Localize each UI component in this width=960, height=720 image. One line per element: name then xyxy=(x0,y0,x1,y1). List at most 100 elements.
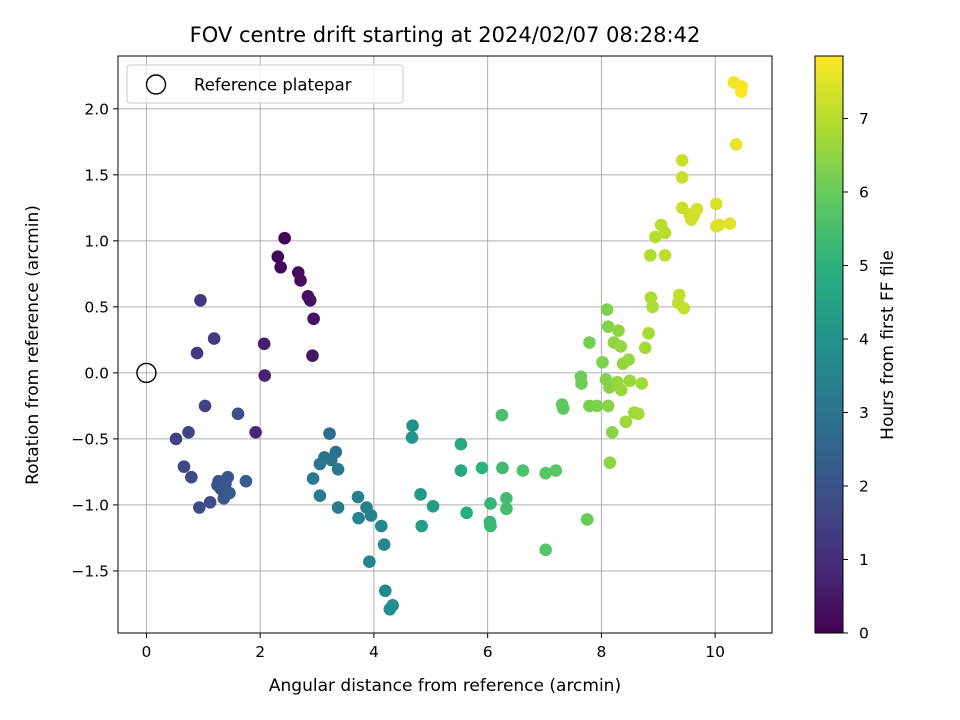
data-point xyxy=(414,488,427,501)
data-point xyxy=(649,230,662,244)
data-point xyxy=(383,602,397,616)
reference-marker xyxy=(136,362,157,384)
y-tick-label: 1.5 xyxy=(84,166,109,184)
data-point xyxy=(605,426,619,439)
data-point xyxy=(415,519,428,533)
colorbar-tick-label: 1 xyxy=(859,551,869,569)
x-tick-label: 10 xyxy=(705,643,725,661)
y-tick-label: −1.0 xyxy=(71,496,109,514)
colorbar-tick-label: 2 xyxy=(859,477,869,495)
data-point xyxy=(539,466,552,480)
data-point xyxy=(575,377,588,390)
data-point xyxy=(221,470,235,484)
data-point xyxy=(207,332,221,345)
data-point xyxy=(484,497,497,510)
data-point xyxy=(643,249,657,262)
data-point xyxy=(677,301,691,315)
data-point xyxy=(306,472,320,485)
data-point xyxy=(257,337,271,351)
data-point xyxy=(185,470,198,484)
data-point xyxy=(734,85,748,98)
y-tick-label: −0.5 xyxy=(71,430,109,448)
data-point xyxy=(364,509,378,522)
data-point xyxy=(323,427,336,440)
y-axis-title: Rotation from reference (arcmin) xyxy=(23,205,43,485)
data-point xyxy=(307,312,320,326)
data-point xyxy=(549,464,563,477)
legend-box xyxy=(126,64,404,104)
data-point xyxy=(723,217,737,230)
data-point xyxy=(352,511,365,525)
chart-title: FOV centre drift starting at 2024/02/07 … xyxy=(190,23,701,47)
data-point xyxy=(223,486,236,500)
data-point xyxy=(198,399,212,413)
data-point xyxy=(658,249,672,262)
data-point xyxy=(271,250,285,263)
data-point xyxy=(690,202,704,216)
legend: Reference platepar xyxy=(126,64,404,104)
data-point xyxy=(590,399,604,413)
data-point xyxy=(313,489,327,502)
data-point xyxy=(454,464,468,477)
data-point xyxy=(601,320,615,333)
data-point xyxy=(303,293,317,307)
colorbar-tick-label: 5 xyxy=(859,257,869,275)
data-point xyxy=(619,415,633,429)
data-point xyxy=(405,431,419,444)
data-point xyxy=(203,495,217,509)
data-point xyxy=(600,303,614,316)
data-point xyxy=(646,300,659,314)
data-point xyxy=(177,460,191,473)
x-axis-ticks: 0 2 4 6 8 10 xyxy=(141,633,725,661)
data-point xyxy=(190,346,204,360)
plot-area xyxy=(118,56,772,633)
data-point xyxy=(516,464,530,477)
data-point xyxy=(601,399,615,413)
data-point xyxy=(274,260,287,274)
data-point xyxy=(580,513,594,526)
data-point xyxy=(331,462,345,476)
x-axis-title: Angular distance from reference (arcmin) xyxy=(269,676,621,696)
data-point xyxy=(635,377,649,390)
y-axis-ticks: −1.5 −1.0 −0.5 0.0 0.5 1.0 1.5 2.0 xyxy=(71,100,118,580)
data-point xyxy=(712,218,726,232)
x-tick-label: 6 xyxy=(483,643,493,661)
data-point xyxy=(231,407,245,421)
data-point xyxy=(460,506,473,520)
reference-point xyxy=(136,362,157,384)
data-point xyxy=(675,154,689,167)
data-point xyxy=(614,383,628,397)
colorbar-title: Hours from first FF file xyxy=(878,250,898,440)
data-point xyxy=(182,426,195,439)
data-point xyxy=(603,456,617,469)
data-point xyxy=(426,499,440,513)
data-point xyxy=(249,426,262,439)
data-point xyxy=(313,457,327,471)
data-point xyxy=(239,474,253,488)
colorbar-ticks: 0 1 2 3 4 5 6 7 xyxy=(843,110,869,643)
data-point xyxy=(377,538,391,551)
x-tick-label: 8 xyxy=(596,643,606,661)
x-tick-label: 0 xyxy=(141,643,151,661)
data-point xyxy=(258,369,272,382)
data-point xyxy=(496,461,509,475)
colorbar-tick-label: 0 xyxy=(859,625,869,643)
data-point xyxy=(331,501,345,514)
data-point xyxy=(612,324,625,337)
y-tick-label: 0.0 xyxy=(84,364,109,382)
data-point xyxy=(729,138,743,151)
y-tick-label: 2.0 xyxy=(84,100,109,118)
colorbar: 0 1 2 3 4 5 6 7 Hours from first FF file xyxy=(814,55,898,643)
data-point xyxy=(632,407,645,421)
data-point xyxy=(614,340,628,353)
y-tick-label: 0.5 xyxy=(84,298,109,316)
legend-label: Reference platepar xyxy=(194,76,352,95)
data-point xyxy=(169,432,183,446)
x-tick-label: 4 xyxy=(369,643,379,661)
legend-marker-icon xyxy=(145,74,167,95)
colorbar-gradient xyxy=(814,55,844,634)
colorbar-tick-label: 6 xyxy=(859,183,869,201)
data-point xyxy=(351,490,365,504)
data-point xyxy=(583,336,596,349)
data-point xyxy=(378,584,392,598)
